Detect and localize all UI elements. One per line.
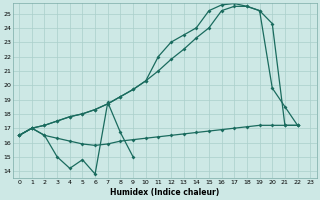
X-axis label: Humidex (Indice chaleur): Humidex (Indice chaleur) — [110, 188, 219, 197]
